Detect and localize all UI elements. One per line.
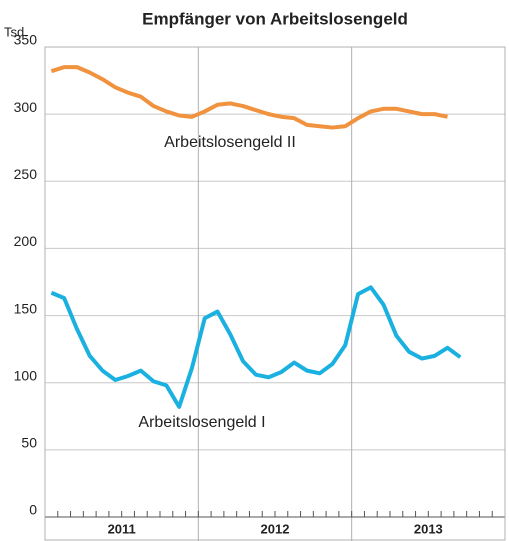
series-line xyxy=(50,285,462,409)
y-tick-label: 350 xyxy=(14,32,38,48)
y-tick-label: 100 xyxy=(14,367,38,383)
x-year-label: 2011 xyxy=(108,521,136,536)
x-year-label: 2012 xyxy=(261,521,290,536)
chart-title: Empfänger von Arbeitslosengeld xyxy=(142,9,408,28)
y-tick-label: 150 xyxy=(14,300,38,316)
y-tick-label: 50 xyxy=(21,435,37,451)
series-line xyxy=(50,65,448,130)
x-year-label: 2013 xyxy=(414,521,443,536)
y-tick-label: 300 xyxy=(14,99,38,115)
y-tick-label: 0 xyxy=(29,502,37,518)
y-tick-label: 250 xyxy=(14,166,38,182)
frame xyxy=(44,46,506,541)
y-unit: Tsd. xyxy=(4,24,28,39)
y-tick-label: 200 xyxy=(14,233,38,249)
series-label: Arbeitslosengeld I xyxy=(138,414,265,431)
series-label: Arbeitslosengeld II xyxy=(164,134,296,151)
